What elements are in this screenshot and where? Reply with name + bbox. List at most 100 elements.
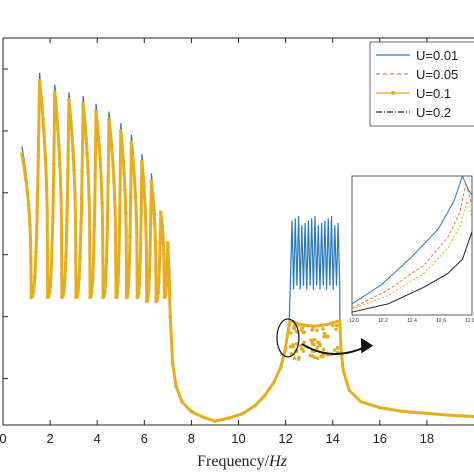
inset-x-tick-label: 12.2 bbox=[378, 318, 388, 324]
inset-u005-line bbox=[351, 182, 473, 309]
series-u01-marker bbox=[213, 419, 217, 423]
series-u01-marker bbox=[140, 167, 145, 171]
series-u01-marker bbox=[253, 403, 257, 408]
series-u01-marker bbox=[68, 108, 72, 113]
series-u01-marker bbox=[37, 78, 42, 83]
inset-u001-line-tail bbox=[461, 175, 473, 196]
series-u01-marker bbox=[90, 278, 95, 282]
series-u01-marker bbox=[122, 171, 126, 176]
series-u01-marker bbox=[119, 137, 124, 142]
series-u01-marker bbox=[138, 267, 142, 271]
series-u01-marker bbox=[57, 143, 61, 147]
series-u01-marker bbox=[58, 163, 62, 167]
series-u01-marker bbox=[120, 147, 125, 152]
series-u01-marker bbox=[67, 98, 71, 102]
series-u01-marker bbox=[127, 263, 132, 267]
series-u01-marker bbox=[53, 90, 57, 94]
series-u01-marker bbox=[118, 129, 123, 133]
series-u01-marker bbox=[118, 187, 122, 192]
series-u01-marker bbox=[44, 185, 49, 190]
series-u01-marker bbox=[140, 160, 144, 164]
series-u01-marker bbox=[78, 255, 82, 259]
series-u01-marker bbox=[168, 314, 173, 319]
series-u01-marker bbox=[156, 280, 161, 285]
series-u01-marker bbox=[116, 260, 121, 265]
series-u01-marker bbox=[20, 152, 24, 156]
series-u01-scatter-point bbox=[288, 344, 293, 349]
series-u01-marker bbox=[21, 159, 25, 164]
series-u01-marker bbox=[227, 416, 231, 420]
series-u01-marker bbox=[41, 117, 45, 121]
series-u01-marker bbox=[158, 241, 162, 246]
series-u01-marker bbox=[72, 168, 76, 172]
x-tick-label: 18 bbox=[420, 431, 434, 446]
series-u01-marker bbox=[165, 260, 170, 264]
series-u01-marker bbox=[144, 228, 148, 233]
series-u01-marker bbox=[137, 282, 142, 287]
series-u01-marker bbox=[142, 184, 146, 189]
series-u01-marker bbox=[36, 154, 41, 159]
inset-x-tick-label: 12.4 bbox=[407, 318, 417, 324]
series-u01-marker bbox=[47, 289, 52, 293]
series-u01-scatter-point bbox=[311, 327, 315, 331]
series-u01-marker bbox=[84, 136, 88, 141]
series-u01-marker bbox=[133, 195, 138, 200]
series-u01-marker bbox=[161, 240, 166, 245]
series-u01-marker bbox=[30, 294, 35, 299]
series-u01-marker bbox=[138, 242, 143, 247]
series-u01-scatter-point bbox=[312, 355, 317, 360]
series-u01-marker bbox=[117, 230, 122, 235]
series-u01-marker bbox=[287, 322, 291, 327]
series-u01-marker bbox=[48, 276, 53, 280]
x-tick-label: 0 bbox=[0, 431, 7, 446]
x-tick-label: 10 bbox=[231, 431, 245, 446]
series-u01-marker bbox=[241, 411, 246, 416]
series-u01-marker bbox=[28, 223, 32, 227]
series-u01-marker bbox=[92, 223, 97, 227]
series-u01-marker bbox=[79, 220, 83, 224]
series-u01-scatter-point bbox=[319, 354, 323, 359]
series-u01-marker bbox=[165, 274, 169, 278]
series-u01-scatter-point bbox=[302, 340, 306, 345]
series-u01-marker bbox=[73, 195, 77, 200]
series-u01-marker bbox=[91, 256, 96, 261]
series-u01-marker bbox=[102, 290, 107, 294]
series-u01-marker bbox=[77, 277, 81, 282]
legend-swatch-marker bbox=[391, 91, 395, 95]
series-u01-marker bbox=[157, 264, 162, 269]
series-u01-marker bbox=[104, 258, 109, 262]
series-u01-marker bbox=[35, 211, 39, 215]
x-tick-label: 8 bbox=[188, 431, 195, 446]
series-u01-marker bbox=[62, 289, 66, 294]
series-u01-scatter-point bbox=[299, 347, 304, 351]
series-u01-marker bbox=[150, 192, 155, 197]
series-u01-marker bbox=[114, 294, 119, 299]
series-u01-marker bbox=[65, 218, 69, 223]
series-u01-scatter-point bbox=[317, 341, 322, 345]
series-u01-marker bbox=[95, 119, 99, 124]
series-u01-marker bbox=[55, 113, 59, 117]
series-u01-marker bbox=[96, 130, 100, 134]
series-u01-marker bbox=[108, 126, 112, 131]
x-axis-label-text: Frequency/ bbox=[197, 453, 270, 470]
series-u01-marker bbox=[85, 151, 89, 156]
x-tick-label: 2 bbox=[46, 431, 53, 446]
legend-label: U=0.2 bbox=[416, 105, 451, 120]
series-u01-scatter-point bbox=[321, 327, 325, 331]
inset-u001-line bbox=[351, 175, 463, 305]
series-u01-marker bbox=[145, 298, 150, 303]
series-u01-marker bbox=[105, 226, 110, 230]
series-u01-marker bbox=[61, 294, 65, 299]
series-u01-marker bbox=[149, 179, 154, 183]
legend-label: U=0.01 bbox=[416, 48, 458, 63]
series-u01-scatter-point bbox=[312, 342, 316, 347]
series-u01-marker bbox=[132, 168, 136, 172]
series-u01-marker bbox=[123, 188, 127, 192]
series-u01-scatter-point bbox=[315, 328, 319, 333]
series-u01-marker bbox=[69, 120, 73, 124]
series-u01-marker bbox=[107, 117, 111, 122]
series-u01-marker bbox=[123, 211, 128, 215]
series-u01-marker bbox=[283, 345, 288, 350]
inset-x-tick-label: 12.6 bbox=[436, 318, 446, 324]
